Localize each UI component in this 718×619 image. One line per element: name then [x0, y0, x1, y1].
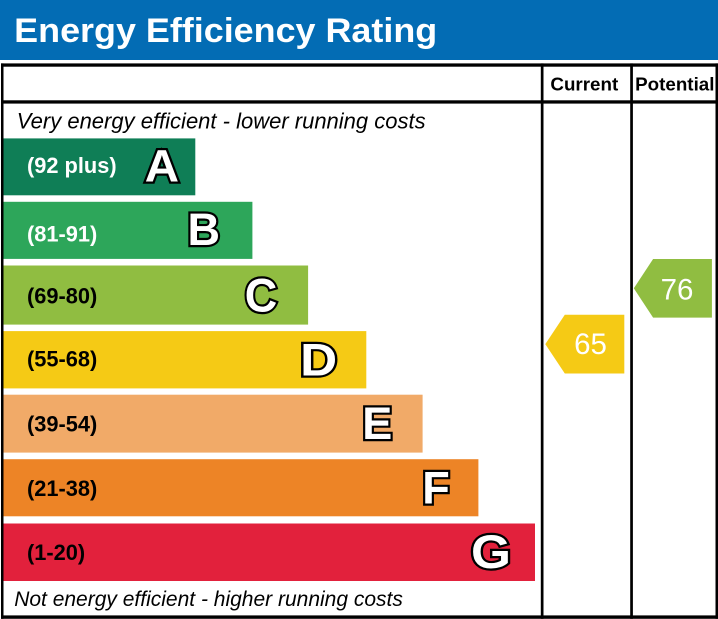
svg-text:Energy Efficiency Rating: Energy Efficiency Rating: [14, 12, 437, 50]
svg-text:(55-68): (55-68): [27, 347, 97, 372]
svg-text:Very energy efficient - lower: Very energy efficient - lower running co…: [17, 108, 426, 133]
svg-text:G: G: [471, 525, 511, 578]
svg-text:A: A: [145, 141, 179, 192]
svg-text:E: E: [362, 398, 392, 449]
svg-text:C: C: [245, 269, 278, 322]
svg-text:Potential: Potential: [635, 74, 714, 95]
svg-text:65: 65: [574, 328, 607, 361]
svg-text:B: B: [187, 204, 220, 255]
svg-text:D: D: [300, 334, 337, 385]
svg-text:Current: Current: [550, 74, 619, 95]
svg-text:(21-38): (21-38): [27, 476, 97, 501]
svg-text:F: F: [422, 463, 450, 514]
svg-text:(39-54): (39-54): [27, 412, 97, 437]
svg-text:76: 76: [661, 274, 694, 307]
svg-text:(81-91): (81-91): [27, 221, 97, 246]
svg-text:(69-80): (69-80): [27, 284, 97, 309]
svg-text:Not energy efficient - higher: Not energy efficient - higher running co…: [14, 588, 403, 611]
svg-text:(92 plus): (92 plus): [27, 153, 117, 178]
svg-text:(1-20): (1-20): [27, 540, 85, 565]
